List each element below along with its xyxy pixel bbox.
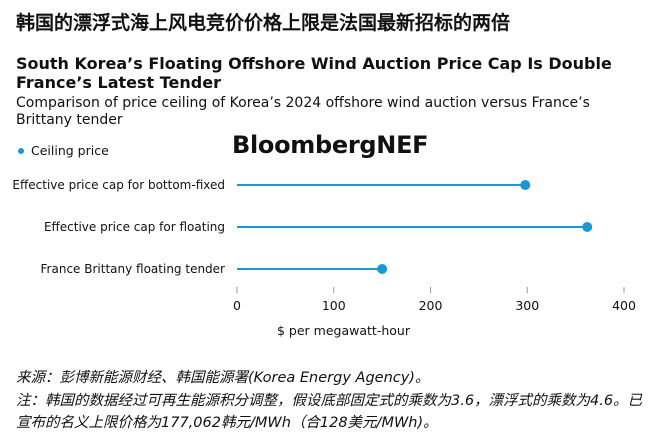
lollipop-point: [582, 222, 593, 232]
x-tick-label: 300: [515, 298, 539, 313]
lollipop-chart: Effective price cap for bottom-fixed Effe…: [12, 178, 636, 338]
x-tick-label: 0: [233, 298, 241, 313]
category-label: Effective price cap for bottom-fixed: [12, 178, 225, 192]
source-note: 来源：彭博新能源财经、韩国能源署(Korea Energy Agency)。: [16, 370, 430, 386]
x-axis-label: $ per megawatt-hour: [277, 323, 411, 338]
lollipop-point: [520, 180, 531, 190]
lollipop-point: [377, 264, 388, 274]
legend: Ceiling price: [18, 143, 109, 158]
brand-logo: BloombergNEF: [232, 131, 429, 159]
chinese-title: 韩国的漂浮式海上风电竞价价格上限是法国最新招标的两倍: [16, 12, 511, 34]
category-label: France Brittany floating tender: [41, 262, 226, 276]
chart-subtitle: Comparison of price ceiling of Korea’s 2…: [16, 95, 590, 128]
category-label: Effective price cap for floating: [44, 220, 225, 234]
footnote: 注：韩国的数据经过可再生能源积分调整，假设底部固定式的乘数为3.6，漂浮式的乘数…: [16, 393, 643, 431]
chart-title: South Korea’s Floating Offshore Wind Auc…: [16, 54, 612, 92]
legend-label: Ceiling price: [31, 143, 109, 158]
legend-dot-icon: [18, 147, 24, 154]
x-tick-label: 400: [612, 298, 636, 313]
x-tick-label: 100: [322, 298, 346, 313]
x-tick-label: 200: [419, 298, 443, 313]
